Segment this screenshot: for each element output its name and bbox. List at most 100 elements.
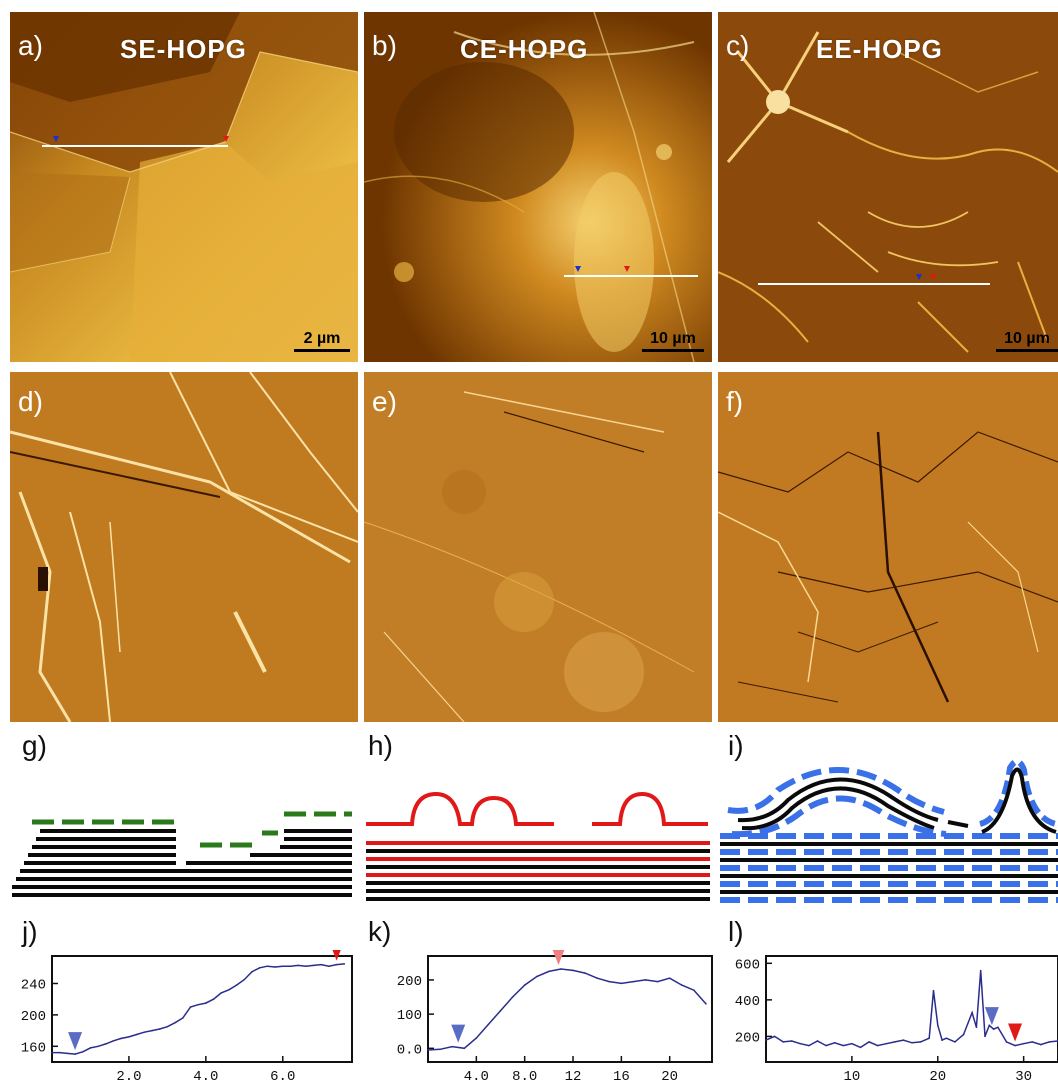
plot-frame — [765, 955, 1058, 1063]
panel-label-c: c) — [726, 30, 750, 61]
height-profile-chart-j: 160 200 240 2.0 4.0 6.0 — [21, 950, 353, 1084]
data-point — [143, 1031, 146, 1033]
data-point — [632, 980, 635, 983]
data-point — [320, 963, 323, 966]
data-point — [151, 1029, 153, 1032]
scale-bar-b: 10 µm — [642, 330, 704, 352]
data-point — [911, 1042, 913, 1044]
data-point — [120, 1037, 123, 1040]
data-point — [335, 963, 338, 966]
data-point — [859, 1046, 862, 1049]
panel-label-i: i) — [728, 730, 744, 761]
data-point — [158, 1028, 161, 1030]
profile-line — [765, 970, 1058, 1049]
afm-height-panel-a: a) SE-HOPG 2 µm — [10, 12, 358, 362]
data-point — [584, 972, 586, 974]
data-point — [1048, 1041, 1051, 1043]
data-point — [560, 968, 562, 970]
y-tick-label: 160 — [21, 1040, 46, 1056]
data-point — [876, 1044, 879, 1047]
profile-line — [427, 968, 707, 1051]
panel-label-e: e) — [372, 386, 397, 417]
panel-title-a: SE-HOPG — [120, 34, 247, 64]
cursor-marker — [68, 1032, 83, 1051]
data-point — [235, 984, 238, 986]
data-point — [656, 980, 659, 983]
y-tick-label: 200 — [735, 1030, 760, 1046]
data-point — [197, 1003, 199, 1006]
height-profile-chart-k: 0.0 100 200 4.0 8.0 12 16 20 — [397, 950, 713, 1084]
data-point — [74, 1053, 76, 1055]
data-point — [439, 1048, 441, 1051]
data-point — [894, 1041, 896, 1043]
x-tick-label: 30 — [1015, 1069, 1032, 1084]
schematic-h-functionalized-layers — [366, 791, 710, 901]
data-point — [212, 998, 215, 1000]
data-point — [842, 1044, 845, 1047]
data-point — [220, 992, 223, 994]
data-point — [693, 989, 695, 991]
data-point — [928, 1037, 930, 1040]
scale-bar-label: 10 µm — [650, 330, 696, 347]
data-point — [58, 1051, 61, 1054]
data-point — [243, 978, 246, 981]
afm-amplitude-image-f — [718, 372, 1058, 722]
scale-bar-label: 2 µm — [303, 330, 341, 347]
panel-label-g: g) — [22, 730, 47, 761]
data-point — [487, 1023, 490, 1026]
data-point — [1031, 1041, 1034, 1043]
data-point — [808, 1044, 810, 1047]
data-point — [954, 1041, 956, 1043]
data-point — [228, 988, 230, 991]
data-point — [281, 965, 284, 968]
data-point — [328, 965, 330, 968]
scale-bar-a: 2 µm — [294, 330, 350, 352]
data-point — [1040, 1043, 1042, 1046]
data-point — [475, 1037, 478, 1039]
data-point — [992, 1028, 995, 1030]
data-point — [868, 1041, 870, 1043]
data-point — [51, 1051, 53, 1054]
data-point — [902, 1039, 905, 1041]
data-point — [174, 1021, 176, 1024]
x-tick-label: 8.0 — [512, 1069, 537, 1084]
data-point — [499, 1009, 502, 1012]
data-point — [941, 1039, 943, 1041]
data-point — [66, 1052, 69, 1055]
y-tick-label: 240 — [21, 977, 46, 993]
data-point — [463, 1047, 466, 1050]
data-point — [251, 970, 253, 973]
data-point — [523, 984, 526, 986]
data-point — [1005, 1041, 1008, 1043]
x-tick-label: 10 — [843, 1069, 860, 1084]
data-point — [833, 1042, 836, 1044]
data-point — [343, 963, 346, 965]
data-point — [644, 979, 647, 981]
data-point — [997, 1026, 999, 1029]
data-point — [971, 1011, 973, 1014]
data-point — [773, 1035, 776, 1038]
data-point — [105, 1043, 107, 1045]
panel-label-h: h) — [368, 730, 393, 761]
y-tick-label: 600 — [735, 957, 760, 973]
data-point — [166, 1025, 169, 1028]
data-point — [548, 970, 550, 973]
y-tick-label: 400 — [735, 994, 760, 1010]
scale-bar-label: 10 µm — [1004, 330, 1050, 347]
data-point — [305, 965, 307, 968]
y-tick-label: 0.0 — [397, 1042, 422, 1058]
x-tick-label: 16 — [613, 1069, 630, 1084]
data-point — [312, 964, 315, 967]
data-point — [816, 1040, 819, 1042]
data-point — [680, 984, 683, 986]
y-tick-label: 200 — [397, 974, 422, 990]
panel-label-d: d) — [18, 386, 43, 417]
scale-bar-c: 10 µm — [996, 330, 1058, 352]
data-point — [1022, 1042, 1025, 1045]
data-point — [97, 1045, 99, 1048]
data-point — [825, 1044, 827, 1047]
data-point — [988, 1024, 991, 1027]
data-point — [266, 965, 269, 968]
panel-label-f: f) — [726, 386, 744, 417]
schematic-g-stacked-layers — [12, 811, 352, 897]
